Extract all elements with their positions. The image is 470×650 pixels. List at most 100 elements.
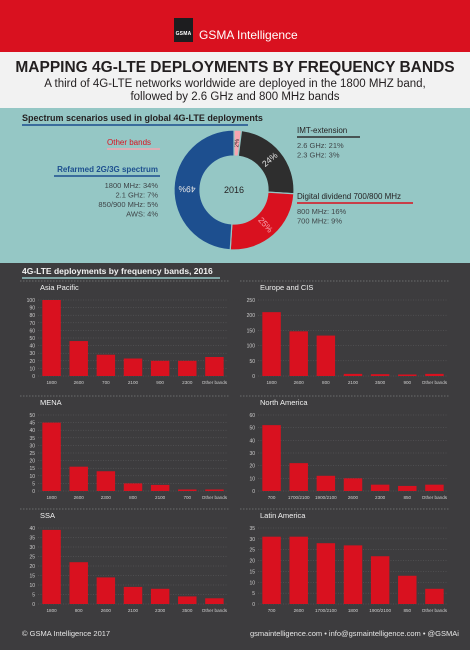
- bar: [42, 300, 61, 376]
- y-tick-label: 20: [29, 459, 35, 465]
- x-tick-label: 2100: [128, 380, 139, 385]
- imt-detail: 2.6 GHz: 21%: [297, 141, 344, 150]
- gsma-logo: GSMA: [174, 18, 193, 42]
- x-tick-label: 1800: [348, 608, 359, 613]
- donut-slice-refarmed: [173, 129, 235, 251]
- digital-detail: 800 MHz: 16%: [297, 207, 347, 216]
- donut-section: Spectrum scenarios used in global 4G-LTE…: [0, 108, 470, 263]
- y-tick-label: 10: [249, 476, 255, 482]
- bar: [370, 556, 390, 604]
- bar: [42, 422, 61, 491]
- y-tick-label: 20: [29, 359, 35, 365]
- page-subtitle: A third of 4G-LTE networks worldwide are…: [44, 78, 426, 103]
- y-tick-label: 50: [29, 413, 35, 419]
- other-bands-title: Other bands: [107, 138, 151, 147]
- bar: [316, 475, 336, 491]
- bar: [42, 529, 61, 604]
- x-tick-label: 800: [129, 495, 137, 500]
- y-tick-label: 50: [249, 359, 255, 365]
- x-tick-label: 2600: [348, 495, 359, 500]
- bar: [262, 425, 281, 491]
- contact-text: gsmaintelligence.com • info@gsmaintellig…: [250, 629, 459, 638]
- x-tick-label: Other bands: [422, 380, 448, 385]
- bar: [262, 312, 281, 376]
- bar: [178, 596, 197, 604]
- y-tick-label: 35: [29, 536, 35, 542]
- y-tick-label: 15: [29, 466, 35, 472]
- y-tick-label: 10: [249, 580, 255, 586]
- refarmed-detail: 1800 MHz: 34%: [105, 181, 159, 190]
- x-tick-label: 900: [156, 380, 164, 385]
- panel-title: Europe and CIS: [260, 283, 313, 292]
- bar: [289, 331, 308, 376]
- x-tick-label: 700: [102, 380, 110, 385]
- bar: [150, 484, 170, 491]
- panel-title: SSA: [40, 511, 55, 520]
- bar-chart-panel: SSA 0 5 10 15 20 25 30 35 40 1800 800 2600 2100 2300 35…: [20, 508, 230, 613]
- x-tick-label: 3500: [375, 380, 386, 385]
- bar: [123, 483, 143, 491]
- bar: [289, 536, 308, 604]
- digital-title: Digital dividend 700/800 MHz: [297, 192, 401, 201]
- y-tick-label: 5: [252, 591, 255, 597]
- title-box: MAPPING 4G-LTE DEPLOYMENTS BY FREQUENCY …: [0, 52, 470, 108]
- y-tick-label: 5: [32, 481, 35, 487]
- x-tick-label: 2600: [101, 608, 112, 613]
- x-tick-label: 700: [268, 608, 276, 613]
- logo-text: GSMA: [175, 31, 192, 37]
- bar: [343, 545, 363, 604]
- y-tick-label: 30: [29, 443, 35, 449]
- panel-title: North America: [260, 398, 308, 407]
- bar: [123, 586, 143, 604]
- y-tick-label: 60: [249, 413, 255, 419]
- bar: [398, 374, 417, 376]
- y-tick-label: 0: [32, 374, 35, 380]
- bar-charts-section: 4G-LTE deployments by frequency bands, 2…: [0, 263, 470, 623]
- copyright-text: © GSMA Intelligence 2017: [22, 629, 111, 638]
- y-tick-label: 15: [249, 569, 255, 575]
- x-tick-label: 2600: [294, 608, 305, 613]
- x-tick-label: 850: [403, 495, 411, 500]
- y-tick-label: 15: [29, 574, 35, 580]
- y-tick-label: 30: [29, 545, 35, 551]
- x-tick-label: 800: [75, 608, 83, 613]
- x-tick-label: 2600: [74, 495, 85, 500]
- y-tick-label: 50: [29, 336, 35, 342]
- y-tick-label: 40: [29, 344, 35, 350]
- x-tick-label: 2600: [294, 380, 305, 385]
- bar: [398, 575, 417, 604]
- x-tick-label: Other bands: [422, 495, 448, 500]
- x-tick-label: 2300: [375, 495, 386, 500]
- y-tick-label: 100: [27, 298, 36, 304]
- bar: [205, 598, 224, 604]
- y-tick-label: 45: [29, 421, 35, 427]
- x-tick-label: 2300: [155, 608, 166, 613]
- x-tick-label: 1800: [46, 608, 57, 613]
- imt-title: IMT-extension: [297, 126, 347, 135]
- x-tick-label: 800: [322, 380, 330, 385]
- bars-section-title: 4G-LTE deployments by frequency bands, 2…: [22, 266, 213, 276]
- bar: [69, 562, 88, 604]
- y-tick-label: 25: [29, 555, 35, 561]
- x-tick-label: Other bands: [422, 608, 448, 613]
- y-tick-label: 35: [249, 526, 255, 532]
- bar: [425, 588, 444, 604]
- bar: [262, 536, 281, 604]
- y-tick-label: 20: [249, 464, 255, 470]
- digital-detail: 700 MHz: 9%: [297, 217, 342, 226]
- x-tick-label: 1800: [266, 380, 277, 385]
- imt-detail: 2.3 GHz: 3%: [297, 151, 340, 160]
- bar: [425, 484, 444, 491]
- x-tick-label: 850: [403, 608, 411, 613]
- bar: [343, 478, 363, 491]
- x-tick-label: 1800: [46, 380, 57, 385]
- x-tick-label: 1700/2100: [315, 608, 337, 613]
- x-tick-label: 2100: [128, 608, 139, 613]
- bar: [178, 489, 197, 491]
- bar: [205, 357, 224, 376]
- refarmed-detail: AWS: 4%: [126, 210, 158, 219]
- panel-title: Latin America: [260, 511, 306, 520]
- x-tick-label: 900: [403, 380, 411, 385]
- y-tick-label: 0: [252, 374, 255, 380]
- x-tick-label: 2300: [182, 380, 193, 385]
